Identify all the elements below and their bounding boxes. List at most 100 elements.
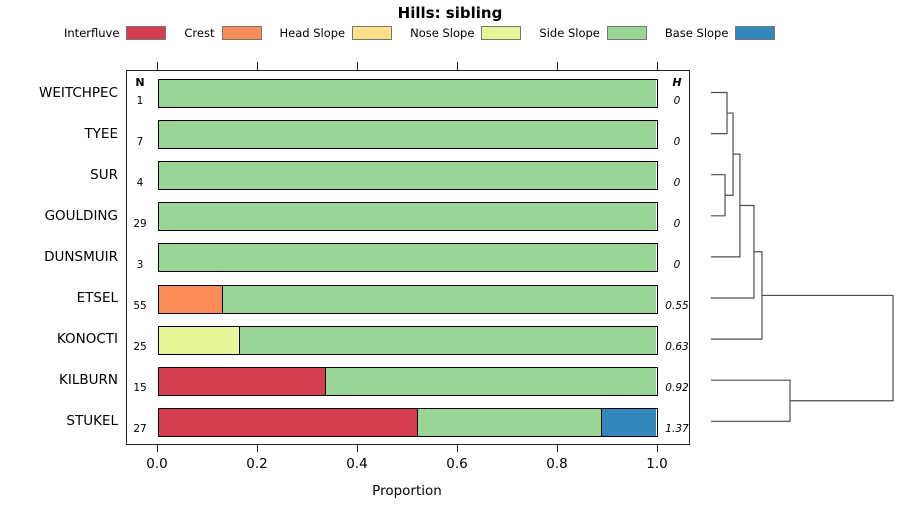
bar-segment	[159, 80, 656, 107]
stacked-bar	[158, 79, 658, 108]
row-label: KONOCTI	[56, 331, 118, 348]
bar-segment	[159, 367, 325, 395]
legend-item: Head Slope	[280, 26, 393, 40]
stacked-bar	[158, 243, 658, 273]
axis-tick	[257, 445, 258, 452]
legend-swatch	[606, 26, 647, 40]
bar-segment	[222, 285, 656, 313]
legend-label: Head Slope	[279, 26, 346, 40]
bar-segment	[159, 244, 656, 272]
stacked-bar	[158, 284, 658, 314]
legend-swatch	[221, 26, 262, 40]
h-value: 0.55	[665, 300, 689, 312]
bar-segment	[601, 408, 656, 436]
n-value: 4	[136, 176, 144, 189]
x-axis-title: Proportion	[372, 483, 442, 499]
bar-segment	[159, 408, 417, 436]
n-value: 15	[133, 382, 147, 395]
axis-tick-label: 0.4	[346, 456, 368, 472]
axis-tick-label: 0.2	[246, 456, 268, 472]
h-value: 1.37	[665, 423, 689, 436]
chart-title: Hills: sibling	[397, 4, 503, 22]
h-column-header: H	[672, 76, 682, 89]
bar-segment	[159, 121, 656, 149]
legend-label: Side Slope	[539, 26, 600, 40]
legend-swatch	[481, 26, 522, 40]
row-label: KILBURN	[59, 372, 118, 389]
bar-segment	[417, 408, 601, 436]
bar-segment	[325, 367, 656, 395]
legend-label: Base Slope	[664, 26, 729, 40]
plot-area: N H 1 0 7 0 4 0 29 0 3 0 55 0.55 25 0.63 15 0.92 27 1.37	[126, 70, 690, 445]
dendrogram-branch	[711, 204, 755, 299]
row-label: SUR	[90, 166, 118, 183]
axis-tick	[557, 445, 558, 452]
axis-tick-label: 0.6	[446, 456, 468, 472]
legend-label: Crest	[184, 26, 215, 40]
bar-segment	[239, 326, 656, 354]
row-label: DUNSMUIR	[44, 248, 118, 265]
bar-segment	[159, 285, 222, 313]
legend-swatch	[735, 26, 776, 40]
legend-item: Base Slope	[665, 26, 776, 40]
axis-tick	[357, 445, 358, 452]
dendrogram-branch	[761, 294, 894, 402]
h-value: 0	[673, 217, 681, 230]
row-label: ETSEL	[76, 290, 118, 306]
axis-tick	[357, 62, 358, 70]
legend-item: Side Slope	[539, 26, 647, 40]
axis-tick	[557, 62, 558, 70]
legend-swatch	[126, 26, 167, 40]
h-value: 0.92	[665, 382, 689, 395]
h-value: 0	[673, 258, 681, 271]
n-value: 55	[133, 300, 147, 312]
h-value: 0	[673, 176, 681, 189]
dendrogram-branch	[725, 112, 734, 196]
n-value: 27	[133, 423, 147, 436]
stacked-bar	[158, 407, 658, 437]
h-value: 0	[673, 135, 681, 148]
dendrogram	[711, 91, 894, 422]
bar-segment	[159, 326, 239, 354]
axis-tick-label: 1.0	[646, 456, 668, 472]
dendrogram-branch	[711, 91, 728, 135]
dendrogram-branch	[711, 174, 726, 217]
stacked-bar	[158, 325, 658, 355]
bar-segment	[159, 203, 656, 231]
legend-swatch	[352, 26, 393, 40]
legend-item: Interfluve	[64, 26, 167, 40]
bar-segment	[159, 162, 656, 190]
axis-tick-label: 0.8	[546, 456, 568, 472]
axis-tick	[457, 62, 458, 70]
n-value: 1	[136, 94, 144, 107]
h-value: 0.63	[665, 341, 689, 354]
h-value: 0	[673, 94, 681, 107]
n-value: 25	[133, 341, 147, 354]
row-label: STUKEL	[66, 413, 118, 430]
legend: Interfluve Crest Head Slope Nose Slope Side …	[64, 24, 776, 42]
stacked-bar	[158, 161, 658, 191]
stacked-bar	[158, 366, 658, 396]
n-column-header: N	[135, 76, 145, 89]
row-label: TYEE	[84, 125, 118, 142]
legend-item: Nose Slope	[410, 26, 522, 40]
dendrogram-branch	[711, 379, 791, 422]
axis-tick	[657, 445, 658, 452]
row-label: WEITCHPEC	[39, 84, 118, 101]
axis-tick	[157, 445, 158, 452]
axis-tick-label: 0.0	[146, 456, 168, 472]
legend-label: Interfluve	[64, 26, 120, 40]
n-value: 3	[136, 258, 144, 271]
axis-tick	[457, 445, 458, 452]
legend-item: Crest	[184, 26, 262, 40]
stacked-bar	[158, 120, 658, 150]
n-value: 29	[133, 217, 147, 230]
stacked-bar	[158, 202, 658, 232]
axis-tick	[257, 62, 258, 70]
axis-tick	[657, 62, 658, 70]
row-label: GOULDING	[44, 207, 118, 224]
n-value: 7	[136, 135, 144, 148]
axis-tick	[157, 62, 158, 70]
legend-label: Nose Slope	[410, 26, 475, 40]
